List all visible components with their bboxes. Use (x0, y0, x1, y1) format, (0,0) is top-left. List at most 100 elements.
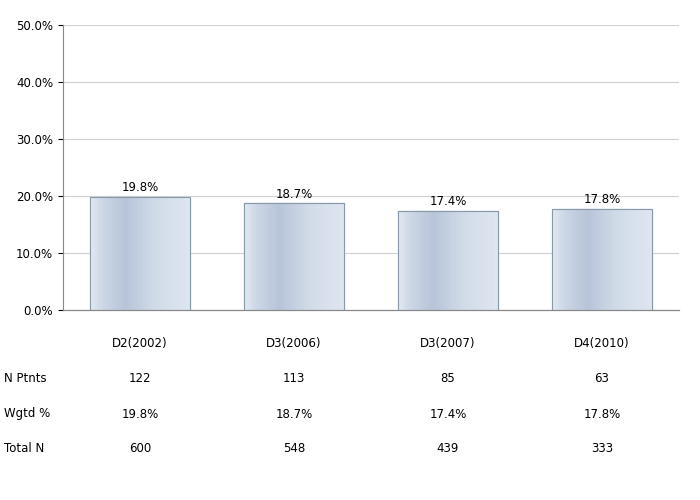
Bar (287, 204, 289, 310)
Bar (337, 204, 340, 310)
Bar (342, 204, 344, 310)
Bar (473, 211, 475, 310)
Text: 600: 600 (129, 442, 151, 456)
Bar (299, 204, 301, 310)
Bar (256, 204, 258, 310)
Bar (460, 211, 461, 310)
Bar (104, 197, 105, 310)
Bar (301, 204, 302, 310)
Bar (106, 197, 108, 310)
Text: D3(2007): D3(2007) (420, 338, 476, 350)
Bar (90, 197, 190, 310)
Bar (568, 208, 570, 310)
Bar (90, 197, 92, 310)
Bar (495, 211, 496, 310)
Bar (293, 204, 294, 310)
Bar (182, 197, 183, 310)
Bar (339, 204, 341, 310)
Bar (183, 197, 186, 310)
Bar (98, 197, 100, 310)
Bar (570, 208, 572, 310)
Bar (592, 208, 594, 310)
Bar (631, 208, 632, 310)
Bar (294, 204, 296, 310)
Bar (252, 204, 254, 310)
Text: D4(2010): D4(2010) (574, 338, 630, 350)
Bar (262, 204, 264, 310)
Bar (102, 197, 104, 310)
Bar (141, 197, 144, 310)
Bar (167, 197, 169, 310)
Bar (330, 204, 332, 310)
Bar (470, 211, 472, 310)
Bar (428, 211, 430, 310)
Bar (491, 211, 494, 310)
Bar (597, 208, 598, 310)
Bar (484, 211, 486, 310)
Bar (180, 197, 182, 310)
Bar (117, 197, 118, 310)
Bar (567, 208, 569, 310)
Bar (289, 204, 290, 310)
Bar (408, 211, 409, 310)
Bar (559, 208, 561, 310)
Bar (443, 211, 444, 310)
Bar (601, 208, 602, 310)
Bar (433, 211, 435, 310)
Bar (249, 204, 251, 310)
Bar (426, 211, 428, 310)
Bar (603, 208, 606, 310)
Bar (108, 197, 110, 310)
Bar (93, 197, 95, 310)
Bar (554, 208, 555, 310)
Bar (456, 211, 459, 310)
Bar (647, 208, 649, 310)
Bar (244, 204, 344, 310)
Bar (552, 208, 652, 310)
Bar (562, 208, 564, 310)
Bar (452, 211, 453, 310)
Bar (279, 204, 281, 310)
Bar (111, 197, 113, 310)
Bar (410, 211, 412, 310)
Bar (587, 208, 589, 310)
Text: 18.7%: 18.7% (275, 408, 313, 420)
Text: 122: 122 (129, 372, 151, 386)
Bar (435, 211, 437, 310)
Text: 63: 63 (594, 372, 610, 386)
Bar (589, 208, 591, 310)
Text: 17.8%: 17.8% (583, 408, 621, 420)
Bar (419, 211, 421, 310)
Bar (312, 204, 314, 310)
Bar (444, 211, 447, 310)
Bar (477, 211, 478, 310)
Bar (403, 211, 405, 310)
Bar (425, 211, 426, 310)
Bar (493, 211, 495, 310)
Bar (416, 211, 418, 310)
Bar (271, 204, 272, 310)
Bar (414, 211, 416, 310)
Bar (284, 204, 286, 310)
Bar (620, 208, 622, 310)
Bar (272, 204, 274, 310)
Bar (468, 211, 470, 310)
Bar (637, 208, 639, 310)
Bar (566, 208, 567, 310)
Bar (135, 197, 136, 310)
Bar (636, 208, 637, 310)
Bar (316, 204, 318, 310)
Text: 17.4%: 17.4% (429, 408, 467, 420)
Bar (128, 197, 130, 310)
Bar (307, 204, 309, 310)
Bar (642, 208, 644, 310)
Bar (610, 208, 612, 310)
Bar (130, 197, 132, 310)
Bar (286, 204, 288, 310)
Bar (627, 208, 629, 310)
Text: 113: 113 (283, 372, 305, 386)
Bar (406, 211, 408, 310)
Bar (615, 208, 617, 310)
Bar (306, 204, 307, 310)
Bar (145, 197, 147, 310)
